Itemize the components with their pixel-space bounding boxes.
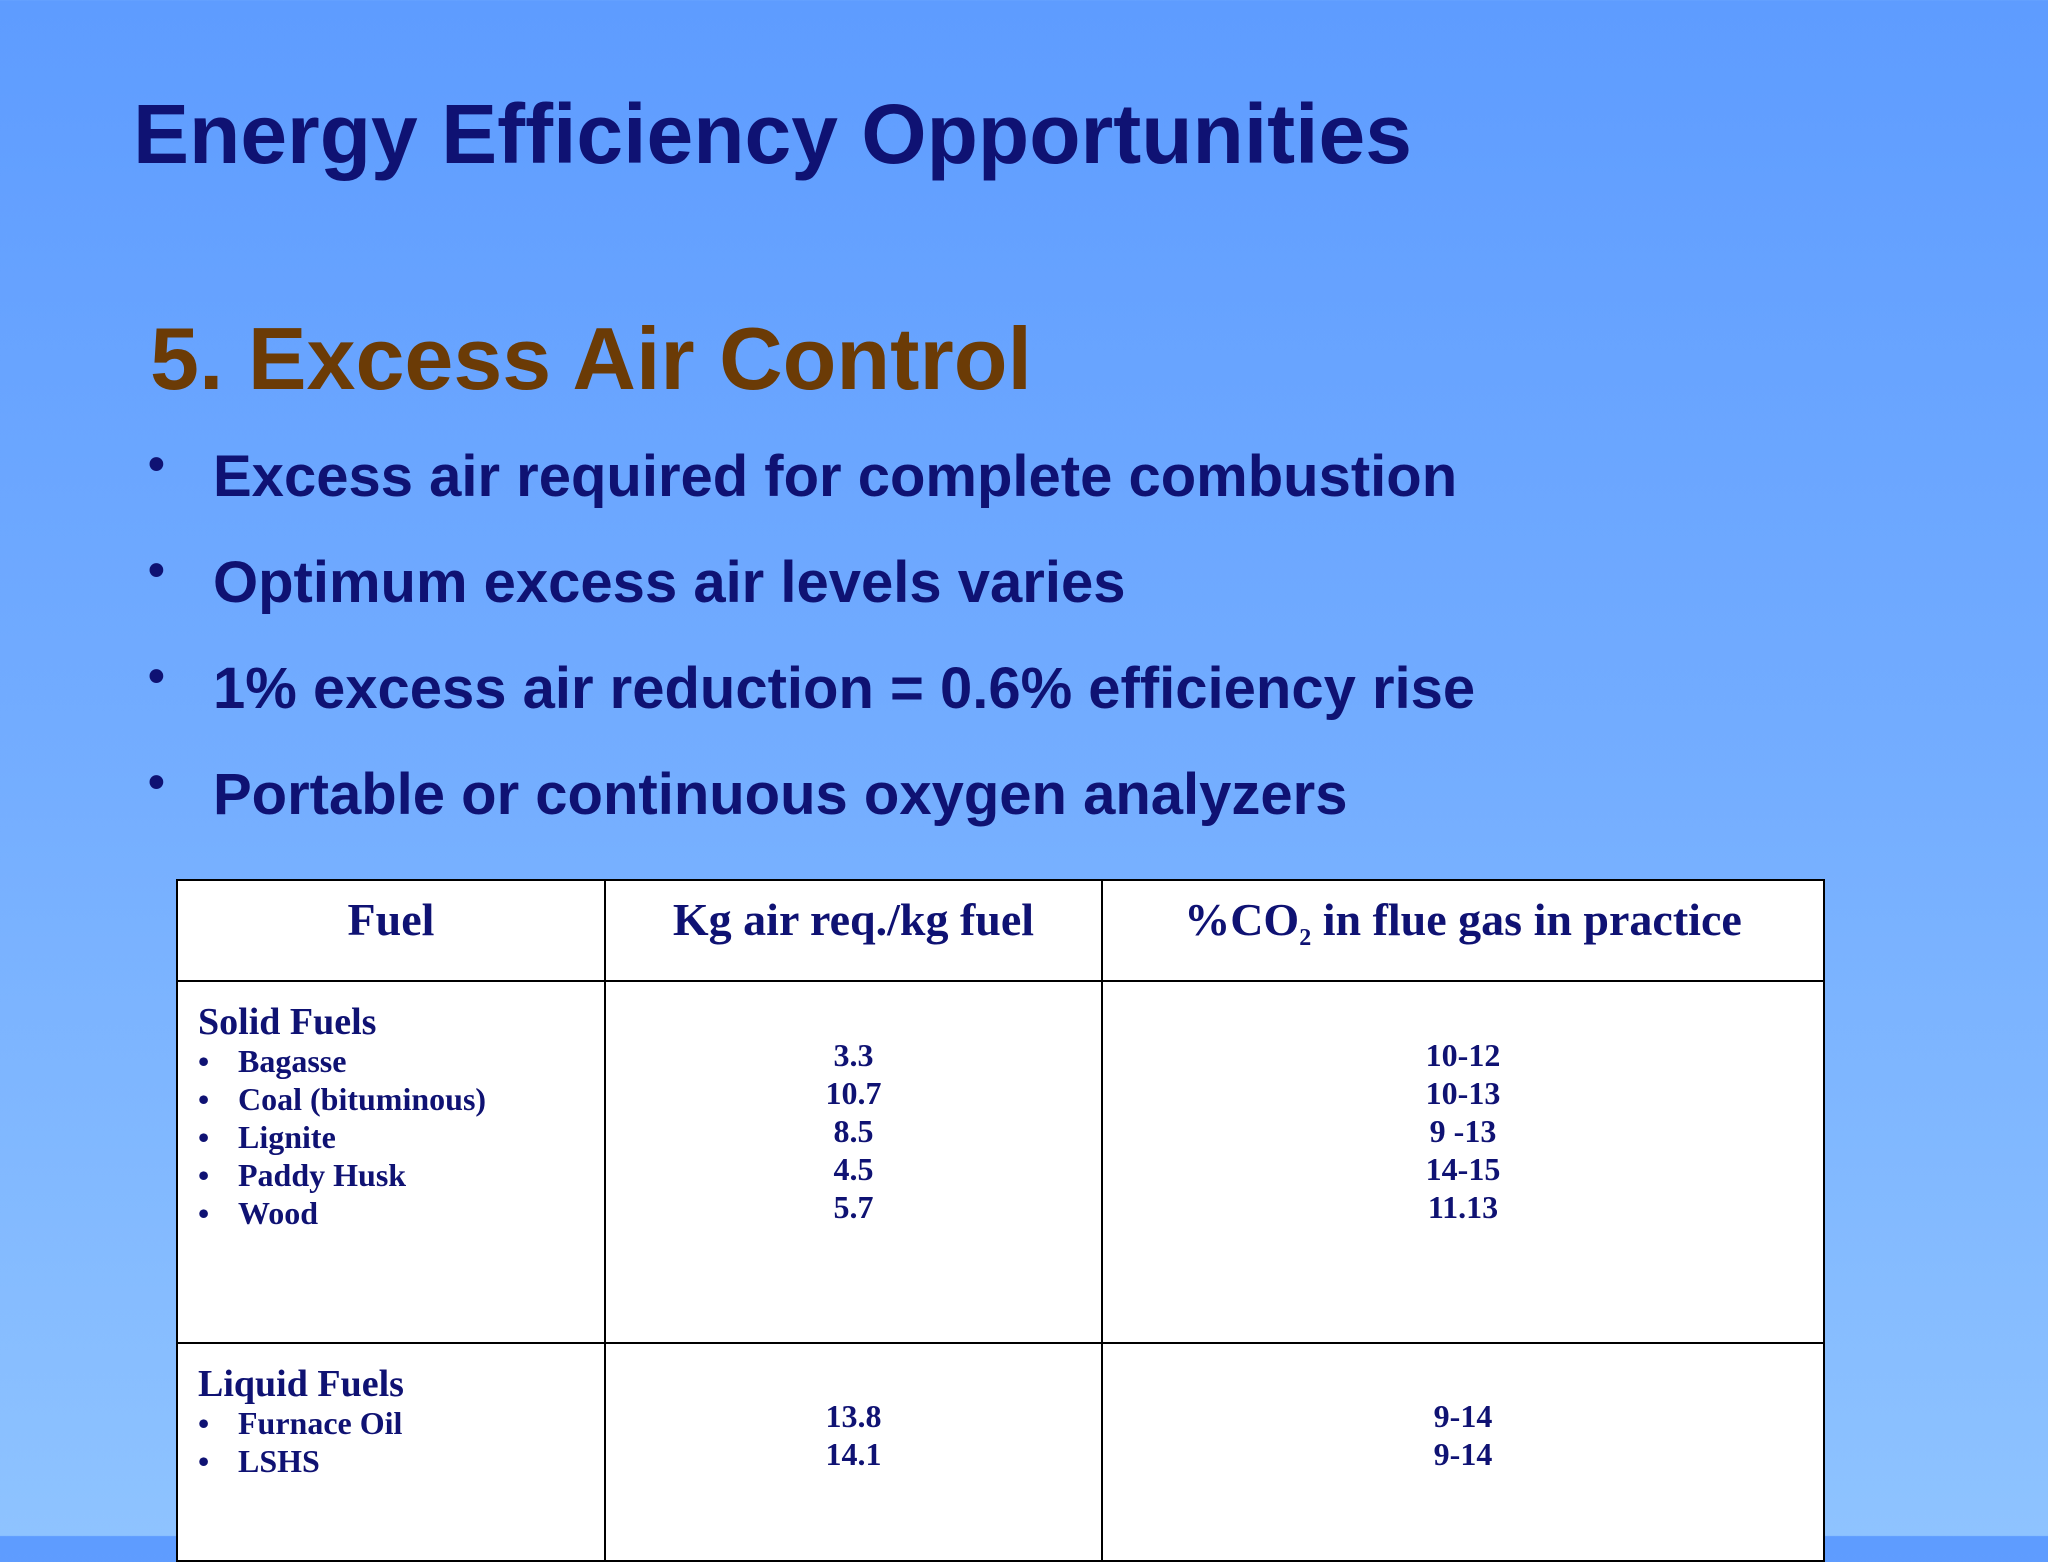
air-value: 13.8 (825, 1398, 882, 1434)
fuel-category: Solid Fuels (198, 1001, 377, 1043)
bullet-marker: • (148, 438, 165, 491)
header-co2-prefix: %CO (1184, 894, 1300, 945)
fuel-name: Bagasse (238, 1043, 347, 1079)
fuel-item: • Bagasse (198, 1042, 604, 1080)
fuel-category: Liquid Fuels (198, 1363, 404, 1405)
air-value: 4.5 (833, 1151, 874, 1187)
co2-value: 14-15 (1425, 1151, 1501, 1187)
header-fuel: Fuel (176, 879, 606, 982)
table-row: Liquid Fuels • Furnace Oil • LSHS 13.8 14.… (176, 1342, 1825, 1562)
fuel-item: • Lignite (198, 1118, 604, 1156)
bullet-marker: • (148, 650, 165, 703)
slide-title: Energy Efficiency Opportunities (133, 87, 1412, 181)
fuel-item: • Furnace Oil (198, 1404, 604, 1442)
fuel-cell: Solid Fuels • Bagasse • Coal (bituminous) … (176, 980, 606, 1344)
fuel-name: LSHS (238, 1443, 320, 1479)
bullet-marker: • (198, 1405, 210, 1441)
bullet-marker: • (148, 544, 165, 597)
co2-value: 9-14 (1433, 1436, 1493, 1472)
fuel-cell: Liquid Fuels • Furnace Oil • LSHS (176, 1342, 606, 1562)
co2-value: 11.13 (1427, 1189, 1499, 1225)
bullet-text: Optimum excess air levels varies (213, 550, 1126, 615)
air-value: 14.1 (825, 1436, 882, 1472)
bullet-marker: • (198, 1119, 210, 1155)
co2-values-cell: 10-12 10-13 9 -13 14-15 11.13 (1101, 980, 1825, 1344)
bullet-text: Portable or continuous oxygen analyzers (213, 762, 1348, 827)
air-values-cell: 3.3 10.7 8.5 4.5 5.7 (604, 980, 1103, 1344)
fuel-item: • LSHS (198, 1442, 604, 1480)
bullet-marker: • (198, 1043, 210, 1079)
bullet-marker: • (198, 1157, 210, 1193)
bullet-marker: • (148, 756, 165, 809)
bullet-marker: • (198, 1081, 210, 1117)
fuel-name: Paddy Husk (238, 1157, 407, 1193)
fuel-item: • Coal (bituminous) (198, 1080, 604, 1118)
co2-value: 10-12 (1425, 1037, 1501, 1073)
fuel-air-table: Fuel Kg air req./kg fuel %CO2 in flue ga… (176, 879, 1825, 1562)
air-values-cell: 13.8 14.1 (604, 1342, 1103, 1562)
air-value: 10.7 (825, 1075, 882, 1111)
air-value: 3.3 (833, 1037, 874, 1073)
section-heading: 5. Excess Air Control (150, 309, 1032, 408)
bullet-text: 1% excess air reduction = 0.6% efficienc… (213, 656, 1476, 721)
fuel-item: • Wood (198, 1194, 604, 1232)
header-co2-suffix: in flue gas in practice (1311, 894, 1742, 945)
air-value: 5.7 (833, 1189, 874, 1225)
fuel-item: • Paddy Husk (198, 1156, 604, 1194)
co2-value: 9-14 (1433, 1398, 1493, 1434)
fuel-name: Furnace Oil (238, 1405, 403, 1441)
co2-value: 10-13 (1425, 1075, 1501, 1111)
table-row: Solid Fuels • Bagasse • Coal (bituminous) … (176, 980, 1825, 1344)
fuel-name: Wood (238, 1195, 319, 1231)
co2-values-cell: 9-14 9-14 (1101, 1342, 1825, 1562)
header-air-required: Kg air req./kg fuel (604, 879, 1103, 982)
fuel-name: Coal (bituminous) (238, 1081, 487, 1117)
air-value: 8.5 (833, 1113, 874, 1149)
co2-value: 9 -13 (1429, 1113, 1497, 1149)
bullet-text: Excess air required for complete combust… (213, 444, 1458, 509)
table-header-row: Fuel Kg air req./kg fuel %CO2 in flue ga… (176, 879, 1825, 982)
bullet-marker: • (198, 1195, 210, 1231)
fuel-name: Lignite (238, 1119, 336, 1155)
bullet-marker: • (198, 1443, 210, 1479)
header-co2-subscript: 2 (1299, 925, 1312, 952)
header-co2: %CO2 in flue gas in practice (1101, 879, 1825, 982)
